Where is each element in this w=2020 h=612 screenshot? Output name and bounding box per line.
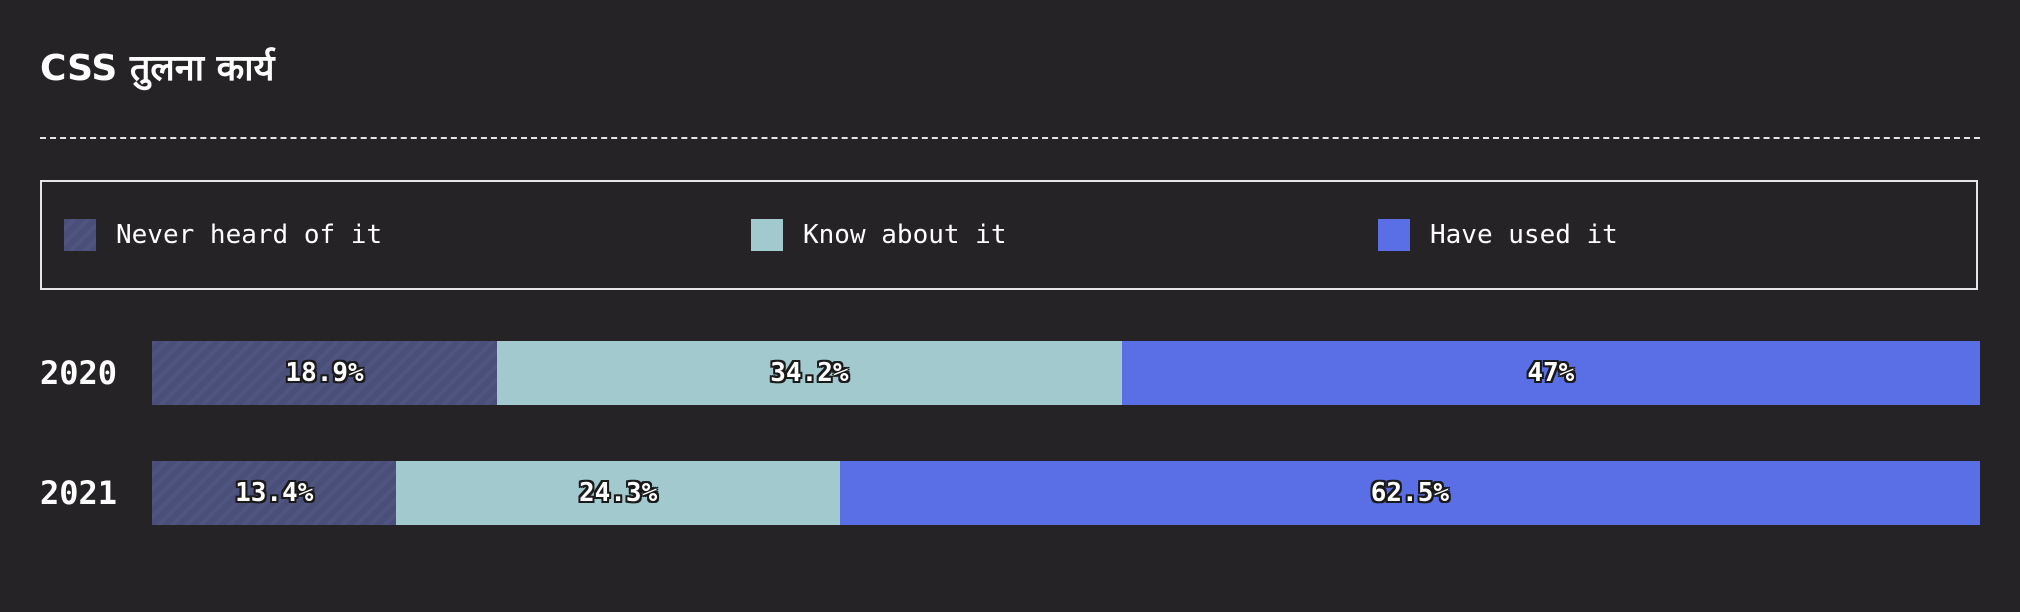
bar-segment-never-heard-2020[interactable]: 18.9% [152,341,498,405]
legend-swatch-have-used [1378,219,1410,251]
bar-value-label: 62.5% [1370,478,1450,508]
legend-item-never-heard[interactable]: Never heard of it [64,182,382,288]
bar-segment-know-about-2021[interactable]: 24.3% [396,461,840,525]
bar-row-2021: 13.4% 24.3% 62.5% [152,461,1980,525]
legend-item-have-used[interactable]: Have used it [1378,182,1618,288]
legend-label-never-heard: Never heard of it [116,220,383,250]
bar-value-label: 34.2% [770,358,849,388]
bar-value-label: 47% [1527,358,1575,388]
bar-value-label: 24.3% [578,478,658,508]
chart-title: CSS तुलना कार्य [40,48,275,89]
title-divider [40,137,1980,139]
legend-label-know-about: Know about it [803,220,1007,250]
bar-row-2020: 18.9% 34.2% 47% [152,341,1980,405]
legend-swatch-know-about [751,219,783,251]
bar-value-label: 18.9% [285,358,364,388]
row-label-2020: 2020 [40,354,118,392]
row-label-2021: 2021 [40,474,118,512]
legend-item-know-about[interactable]: Know about it [751,182,1007,288]
bar-segment-know-about-2020[interactable]: 34.2% [497,341,1122,405]
bar-value-label: 13.4% [235,478,314,508]
bar-segment-have-used-2020[interactable]: 47% [1121,341,1980,405]
bar-segment-have-used-2021[interactable]: 62.5% [839,461,1980,525]
legend: Never heard of it Know about it Have use… [40,180,1978,290]
bar-segment-never-heard-2021[interactable]: 13.4% [152,461,397,525]
legend-label-have-used: Have used it [1430,220,1618,250]
legend-swatch-never-heard [64,219,96,251]
